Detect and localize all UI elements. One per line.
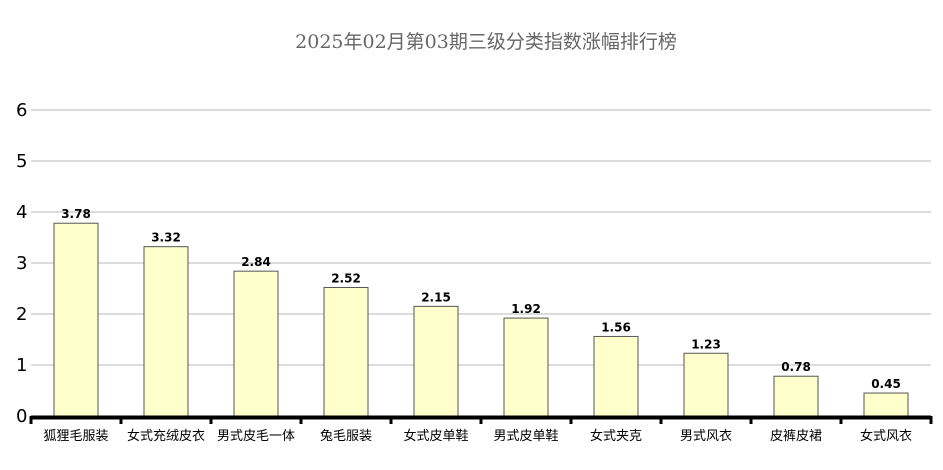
x-tick-label: 女式皮单鞋 [403, 428, 468, 444]
bar [593, 335, 639, 417]
y-tick-label: 3 [16, 253, 27, 274]
x-tick-label: 男式皮单鞋 [493, 428, 558, 444]
bar [503, 317, 549, 417]
data-label: 1.56 [601, 320, 631, 334]
y-tick-label: 1 [16, 355, 27, 376]
bar [323, 286, 369, 417]
data-label: 3.78 [61, 207, 91, 221]
data-label: 1.92 [511, 302, 541, 316]
x-tick-label: 女式风衣 [860, 428, 912, 444]
x-tick-label: 皮裤皮裙 [770, 429, 822, 444]
y-tick-label: 6 [16, 100, 27, 121]
x-axis [29, 415, 933, 424]
y-tick-label: 4 [16, 202, 27, 223]
data-label: 2.15 [421, 290, 451, 304]
data-label: 1.23 [691, 337, 721, 351]
bar [863, 392, 909, 417]
bar [143, 246, 189, 417]
data-label: 0.45 [871, 377, 901, 391]
bars: 3.78 3.32 2.84 2.52 2.15 1.92 1.56 1.23 0.78 0.45 [53, 207, 909, 417]
x-tick-label: 兔毛服装 [320, 429, 372, 444]
y-axis-ticks: 0 1 2 3 4 5 6 [16, 100, 27, 427]
x-tick-label: 男式皮毛一体 [217, 429, 295, 444]
x-tick-label: 女式充绒皮衣 [127, 428, 205, 444]
data-label: 3.32 [151, 231, 181, 245]
y-tick-label: 0 [16, 406, 27, 427]
chart-title: 2025年02月第03期三级分类指数涨幅排行榜 [295, 31, 677, 53]
bar [233, 270, 279, 417]
x-axis-tick-labels: 狐狸毛服装 女式充绒皮衣 男式皮毛一体 兔毛服装 女式皮单鞋 男式皮单鞋 女式夹克 男式风衣 皮… [43, 428, 912, 444]
y-tick-label: 2 [16, 304, 27, 325]
x-tick-label: 狐狸毛服装 [43, 429, 108, 444]
data-label: 0.78 [781, 360, 811, 374]
bar [53, 222, 99, 417]
bar [413, 305, 459, 417]
data-label: 2.84 [241, 255, 271, 269]
y-tick-label: 5 [16, 151, 27, 172]
bar [773, 375, 819, 417]
x-tick-label: 女式夹克 [590, 428, 642, 444]
x-tick-label: 男式风衣 [680, 428, 732, 444]
bar [683, 352, 729, 417]
data-label: 2.52 [331, 271, 361, 285]
